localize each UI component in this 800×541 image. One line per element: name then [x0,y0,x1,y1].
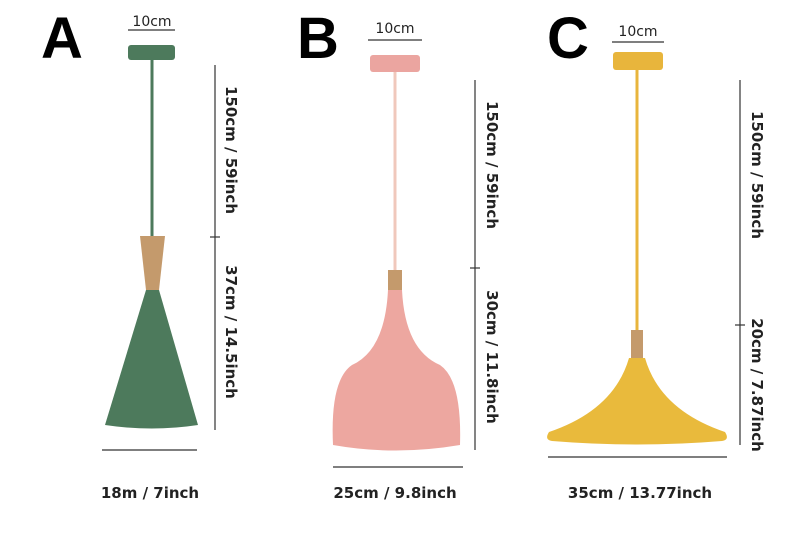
canopy-width: 10cm [618,24,657,40]
lamp-c: C 10cm 35cm / 13.77inch 150cm / 59inch 2… [547,6,766,502]
lamp-b: B 10cm 25cm / 9.8inch 150cm / 59inch 30c… [297,6,501,502]
canopy [128,45,175,60]
shade-height: 30cm / 11.8inch [483,290,501,424]
cord-length: 150cm / 59inch [748,111,766,239]
shade-width: 25cm / 9.8inch [333,484,456,502]
letter: A [41,6,83,71]
letter: C [547,6,589,71]
canopy [370,55,420,72]
shade-width: 18m / 7inch [101,484,199,502]
shade [332,290,461,451]
cord-length: 150cm / 59inch [483,101,501,229]
shade-height: 20cm / 7.87inch [748,318,766,452]
cord-length: 150cm / 59inch [222,86,240,214]
canopy [613,52,663,70]
wood-socket [388,270,402,290]
lamp-a: A 10cm 18m / 7inch 150cm / 59inch 37cm /… [41,6,240,502]
shade-height: 37cm / 14.5inch [222,265,240,399]
wood-socket [140,236,165,290]
shade [547,358,727,445]
letter: B [297,6,339,71]
shade [105,290,198,429]
canopy-width: 10cm [132,14,171,30]
wood-socket [631,330,643,358]
shade-width: 35cm / 13.77inch [568,484,712,502]
canopy-width: 10cm [375,21,414,37]
